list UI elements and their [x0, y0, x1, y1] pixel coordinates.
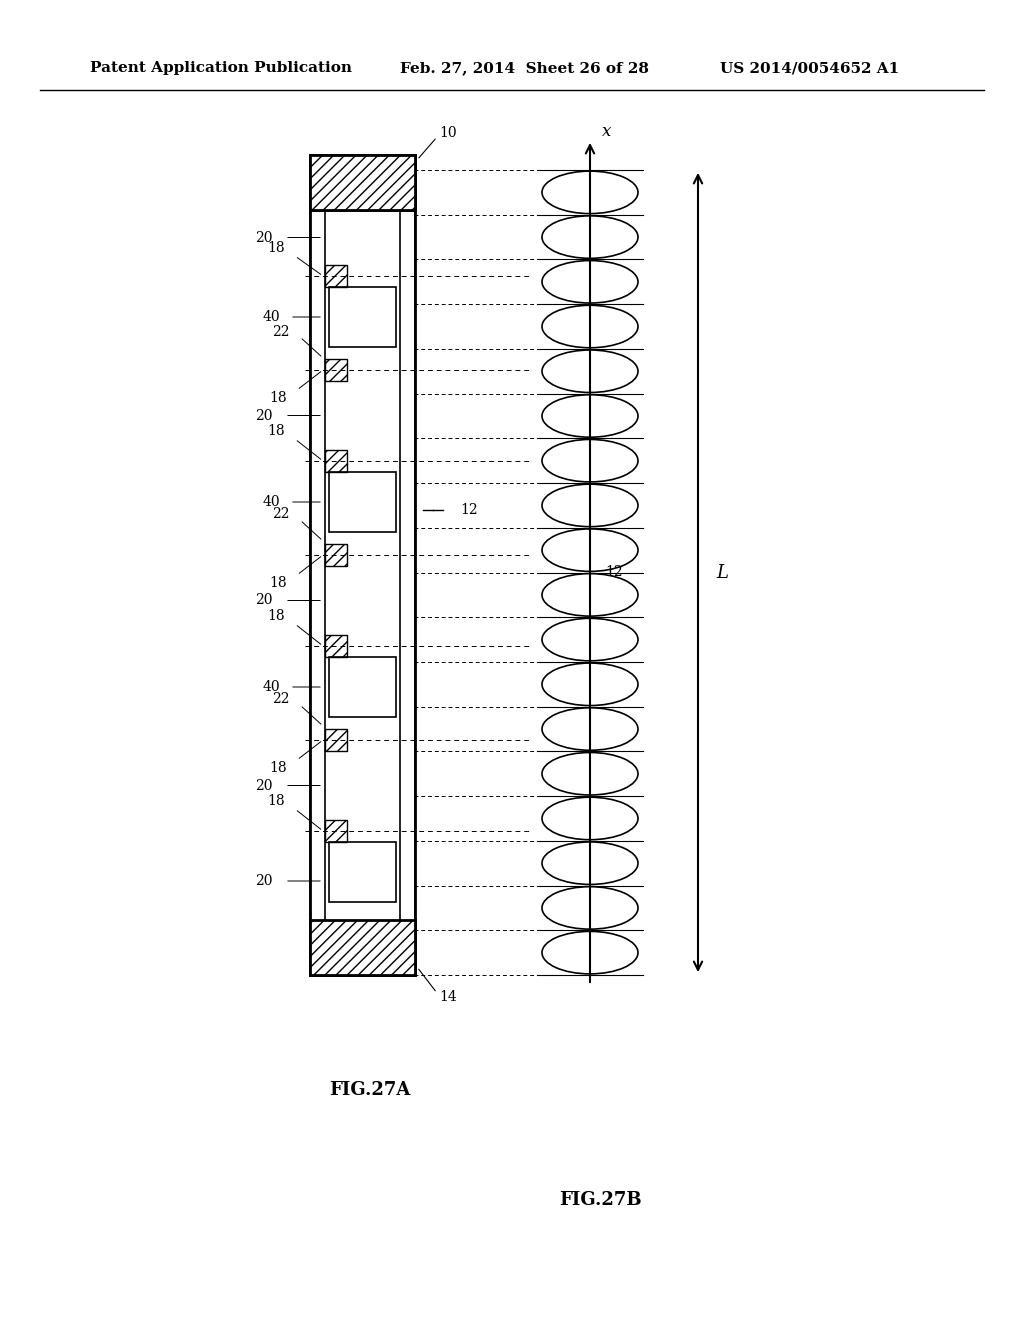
Text: 18: 18	[269, 391, 287, 405]
Text: 40: 40	[262, 310, 280, 323]
Text: x: x	[602, 124, 611, 140]
Bar	[329, 286, 396, 347]
Text: 22: 22	[272, 507, 290, 521]
Text: 20: 20	[256, 594, 273, 607]
Bar	[310, 920, 415, 975]
Text: Feb. 27, 2014  Sheet 26 of 28: Feb. 27, 2014 Sheet 26 of 28	[400, 61, 649, 75]
Text: 10: 10	[439, 125, 457, 140]
Bar	[310, 154, 415, 210]
Text: 18: 18	[269, 576, 287, 590]
Text: 18: 18	[267, 609, 285, 623]
Bar	[310, 154, 415, 210]
Text: FIG.27B: FIG.27B	[559, 1191, 641, 1209]
Text: 18: 18	[267, 424, 285, 438]
Bar	[329, 473, 396, 532]
Text: 14: 14	[439, 990, 457, 1005]
Text: 20: 20	[256, 408, 273, 422]
Bar	[325, 635, 347, 657]
Text: 40: 40	[262, 495, 280, 510]
Text: L: L	[716, 564, 728, 582]
Text: 20: 20	[256, 231, 273, 244]
Bar	[310, 154, 415, 975]
Text: Patent Application Publication: Patent Application Publication	[90, 61, 352, 75]
Text: 22: 22	[272, 325, 290, 339]
Bar	[325, 544, 347, 566]
Text: 40: 40	[262, 680, 280, 694]
Text: 18: 18	[267, 795, 285, 808]
Text: 12: 12	[605, 565, 623, 579]
Text: FIG.27A: FIG.27A	[330, 1081, 411, 1100]
Bar	[325, 729, 347, 751]
Bar	[329, 657, 396, 717]
Text: 18: 18	[269, 762, 287, 775]
Bar	[329, 842, 396, 902]
Text: US 2014/0054652 A1: US 2014/0054652 A1	[720, 61, 899, 75]
Text: 22: 22	[272, 692, 290, 706]
Text: 20: 20	[256, 874, 273, 888]
Bar	[400, 154, 415, 975]
Text: 20: 20	[256, 779, 273, 792]
Bar	[325, 359, 347, 381]
Text: 12: 12	[460, 503, 477, 517]
Text: 18: 18	[267, 242, 285, 255]
Bar	[325, 450, 347, 473]
Bar	[325, 820, 347, 842]
Bar	[325, 265, 347, 286]
Bar	[310, 154, 325, 975]
